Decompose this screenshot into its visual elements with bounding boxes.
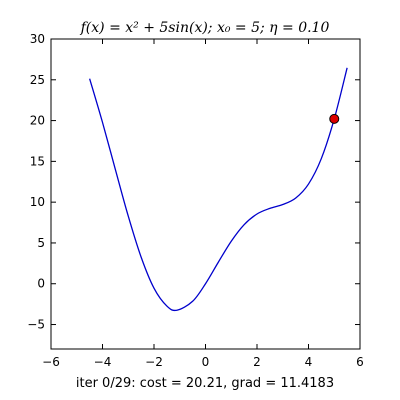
x-tick-label: −2 <box>145 355 163 369</box>
y-axis-ticks: −5 0 5 10 15 20 25 30 <box>27 32 360 332</box>
y-tick-label: 10 <box>30 195 45 209</box>
y-tick-label: −5 <box>27 318 45 332</box>
function-curve <box>89 67 348 312</box>
plot-area <box>50 38 361 350</box>
x-tick-label: 4 <box>305 355 313 369</box>
y-tick-label: 0 <box>37 277 45 291</box>
y-tick-label: 25 <box>30 73 45 87</box>
axes-frame <box>50 38 361 350</box>
x-tick-label: −6 <box>42 355 60 369</box>
y-tick-label: 5 <box>37 236 45 250</box>
current-point-marker <box>329 113 340 124</box>
chart-title: f(x) = x² + 5sin(x); x₀ = 5; η = 0.10 <box>80 20 330 36</box>
x-tick-label: 2 <box>253 355 261 369</box>
x-tick-label: 6 <box>356 355 364 369</box>
y-tick-label: 15 <box>30 154 45 168</box>
x-tick-label: −4 <box>94 355 112 369</box>
y-tick-label: 20 <box>30 114 45 128</box>
x-axis-label: iter 0/29: cost = 20.21, grad = 11.4183 <box>76 376 334 391</box>
x-tick-label: 0 <box>202 355 210 369</box>
y-tick-label: 30 <box>30 32 45 46</box>
x-axis-ticks: −6 −4 −2 0 2 4 6 <box>42 39 364 369</box>
